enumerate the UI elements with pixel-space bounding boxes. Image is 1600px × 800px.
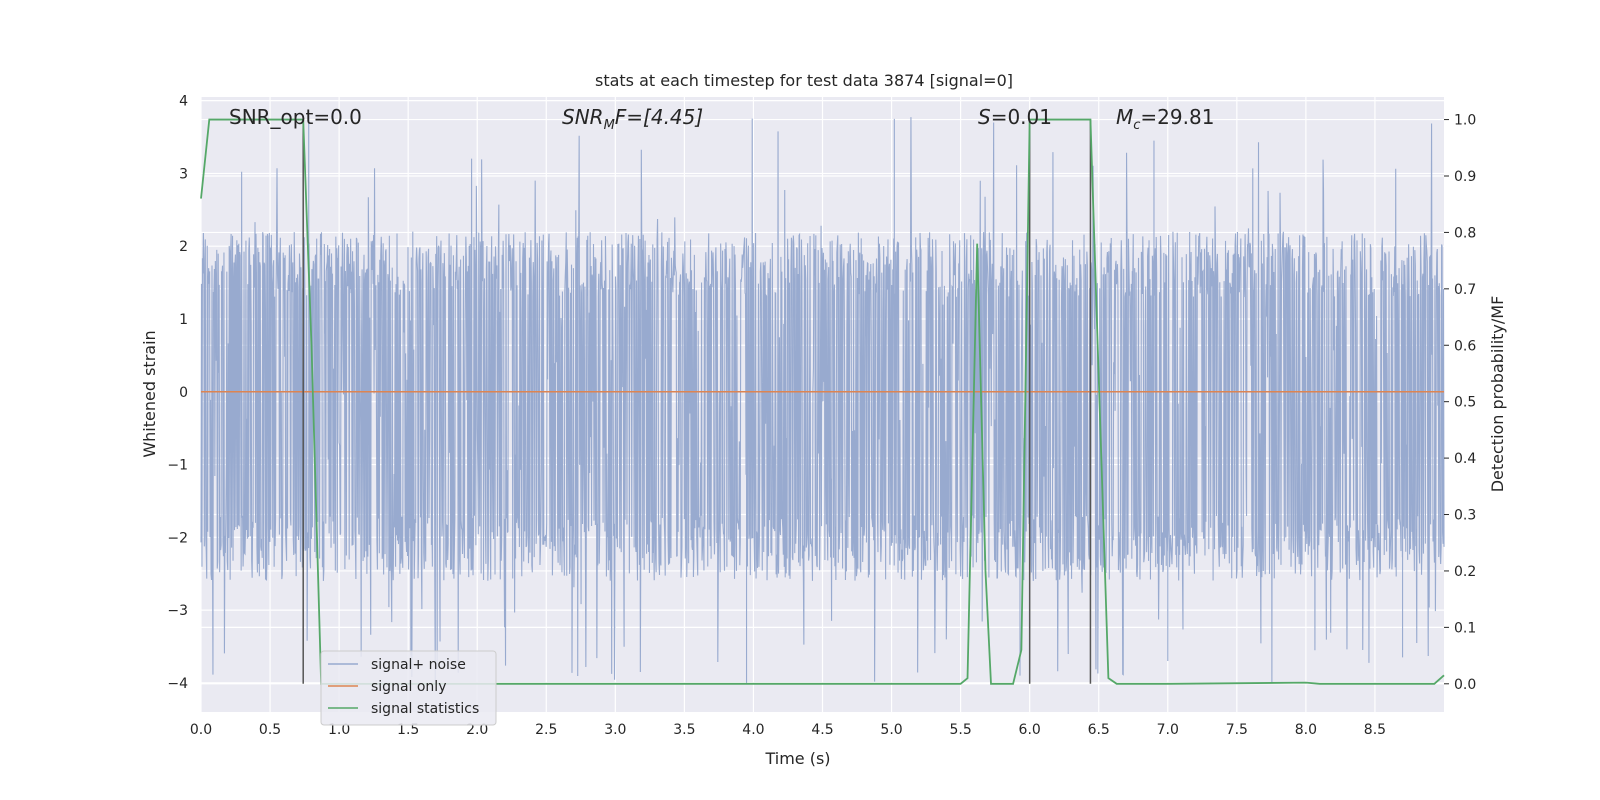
ticks: 0.0 0.5 1.0 1.5 2.0 2.5 3.0 3.5 4.0 4.5 5.0 5.5 6.0 6…	[167, 94, 1476, 738]
chart-title: stats at each timestep for test data 387…	[595, 71, 1013, 90]
x-tick-label: 3.0	[604, 722, 626, 738]
y-tick-label-left: −1	[167, 458, 188, 474]
x-tick-label: 6.5	[1088, 722, 1110, 738]
x-tick-label: 0.5	[259, 722, 281, 738]
y-tick-label-right: 0.4	[1454, 451, 1476, 467]
x-tick-label: 8.5	[1364, 722, 1386, 738]
legend-label-noise: signal+ noise	[371, 657, 466, 673]
x-tick-label: 5.0	[880, 722, 902, 738]
y-tick-label-right: 0.8	[1454, 225, 1476, 241]
y-tick-label-left: −2	[167, 530, 188, 546]
y-tick-label-left: 1	[179, 312, 188, 328]
stats-series	[200, 118, 1445, 685]
x-tick-label: 1.0	[328, 722, 350, 738]
legend-label-stats: signal statistics	[371, 701, 479, 717]
y-tick-label-left: −4	[167, 676, 188, 692]
y-tick-label-right: 0.5	[1454, 395, 1476, 411]
y-axis-label-left: Whitened strain	[140, 330, 159, 457]
y-tick-label-right: 0.1	[1454, 620, 1476, 636]
x-tick-label: 1.5	[397, 722, 419, 738]
x-tick-label: 2.0	[466, 722, 488, 738]
x-tick-label: 2.5	[535, 722, 557, 738]
y-tick-label-left: 4	[179, 94, 188, 110]
y-tick-label-right: 0.0	[1454, 677, 1476, 693]
snr-opt-annotation: SNR_opt=0.0	[229, 105, 362, 129]
x-tick-label: 4.0	[742, 722, 764, 738]
x-tick-label: 5.5	[949, 722, 971, 738]
x-tick-label: 6.0	[1019, 722, 1041, 738]
y-tick-label-right: 0.3	[1454, 508, 1476, 524]
y-tick-label-left: 2	[179, 239, 188, 255]
signal-statistics-line	[200, 118, 1445, 685]
legend-label-signal: signal only	[371, 679, 446, 695]
y-axis-label-right: Detection probability/MF	[1488, 296, 1507, 493]
y-tick-label-right: 0.2	[1454, 564, 1476, 580]
s-annotation: S=0.01	[978, 105, 1052, 129]
x-tick-label: 8.0	[1295, 722, 1317, 738]
y-tick-label-right: 0.9	[1454, 169, 1476, 185]
legend: signal+ noise signal only signal statist…	[320, 650, 497, 726]
x-tick-label: 3.5	[673, 722, 695, 738]
y-tick-label-right: 0.7	[1454, 282, 1476, 298]
y-tick-label-left: 3	[179, 166, 188, 182]
y-tick-label-left: −3	[167, 603, 188, 619]
x-axis-label: Time (s)	[764, 749, 830, 768]
x-tick-label: 7.5	[1226, 722, 1248, 738]
y-tick-label-right: 0.6	[1454, 338, 1476, 354]
y-tick-label-right: 1.0	[1454, 113, 1476, 129]
legend-box	[320, 650, 497, 726]
y-tick-label-left: 0	[179, 385, 188, 401]
x-tick-label: 7.0	[1157, 722, 1179, 738]
snr-mf-annotation: SNRMF=[4.45]	[562, 105, 703, 133]
x-tick-label: 4.5	[811, 722, 833, 738]
mc-annotation: Mc=29.81	[1116, 105, 1214, 133]
x-tick-label: 0.0	[190, 722, 212, 738]
vertical-markers	[302, 119, 1092, 684]
